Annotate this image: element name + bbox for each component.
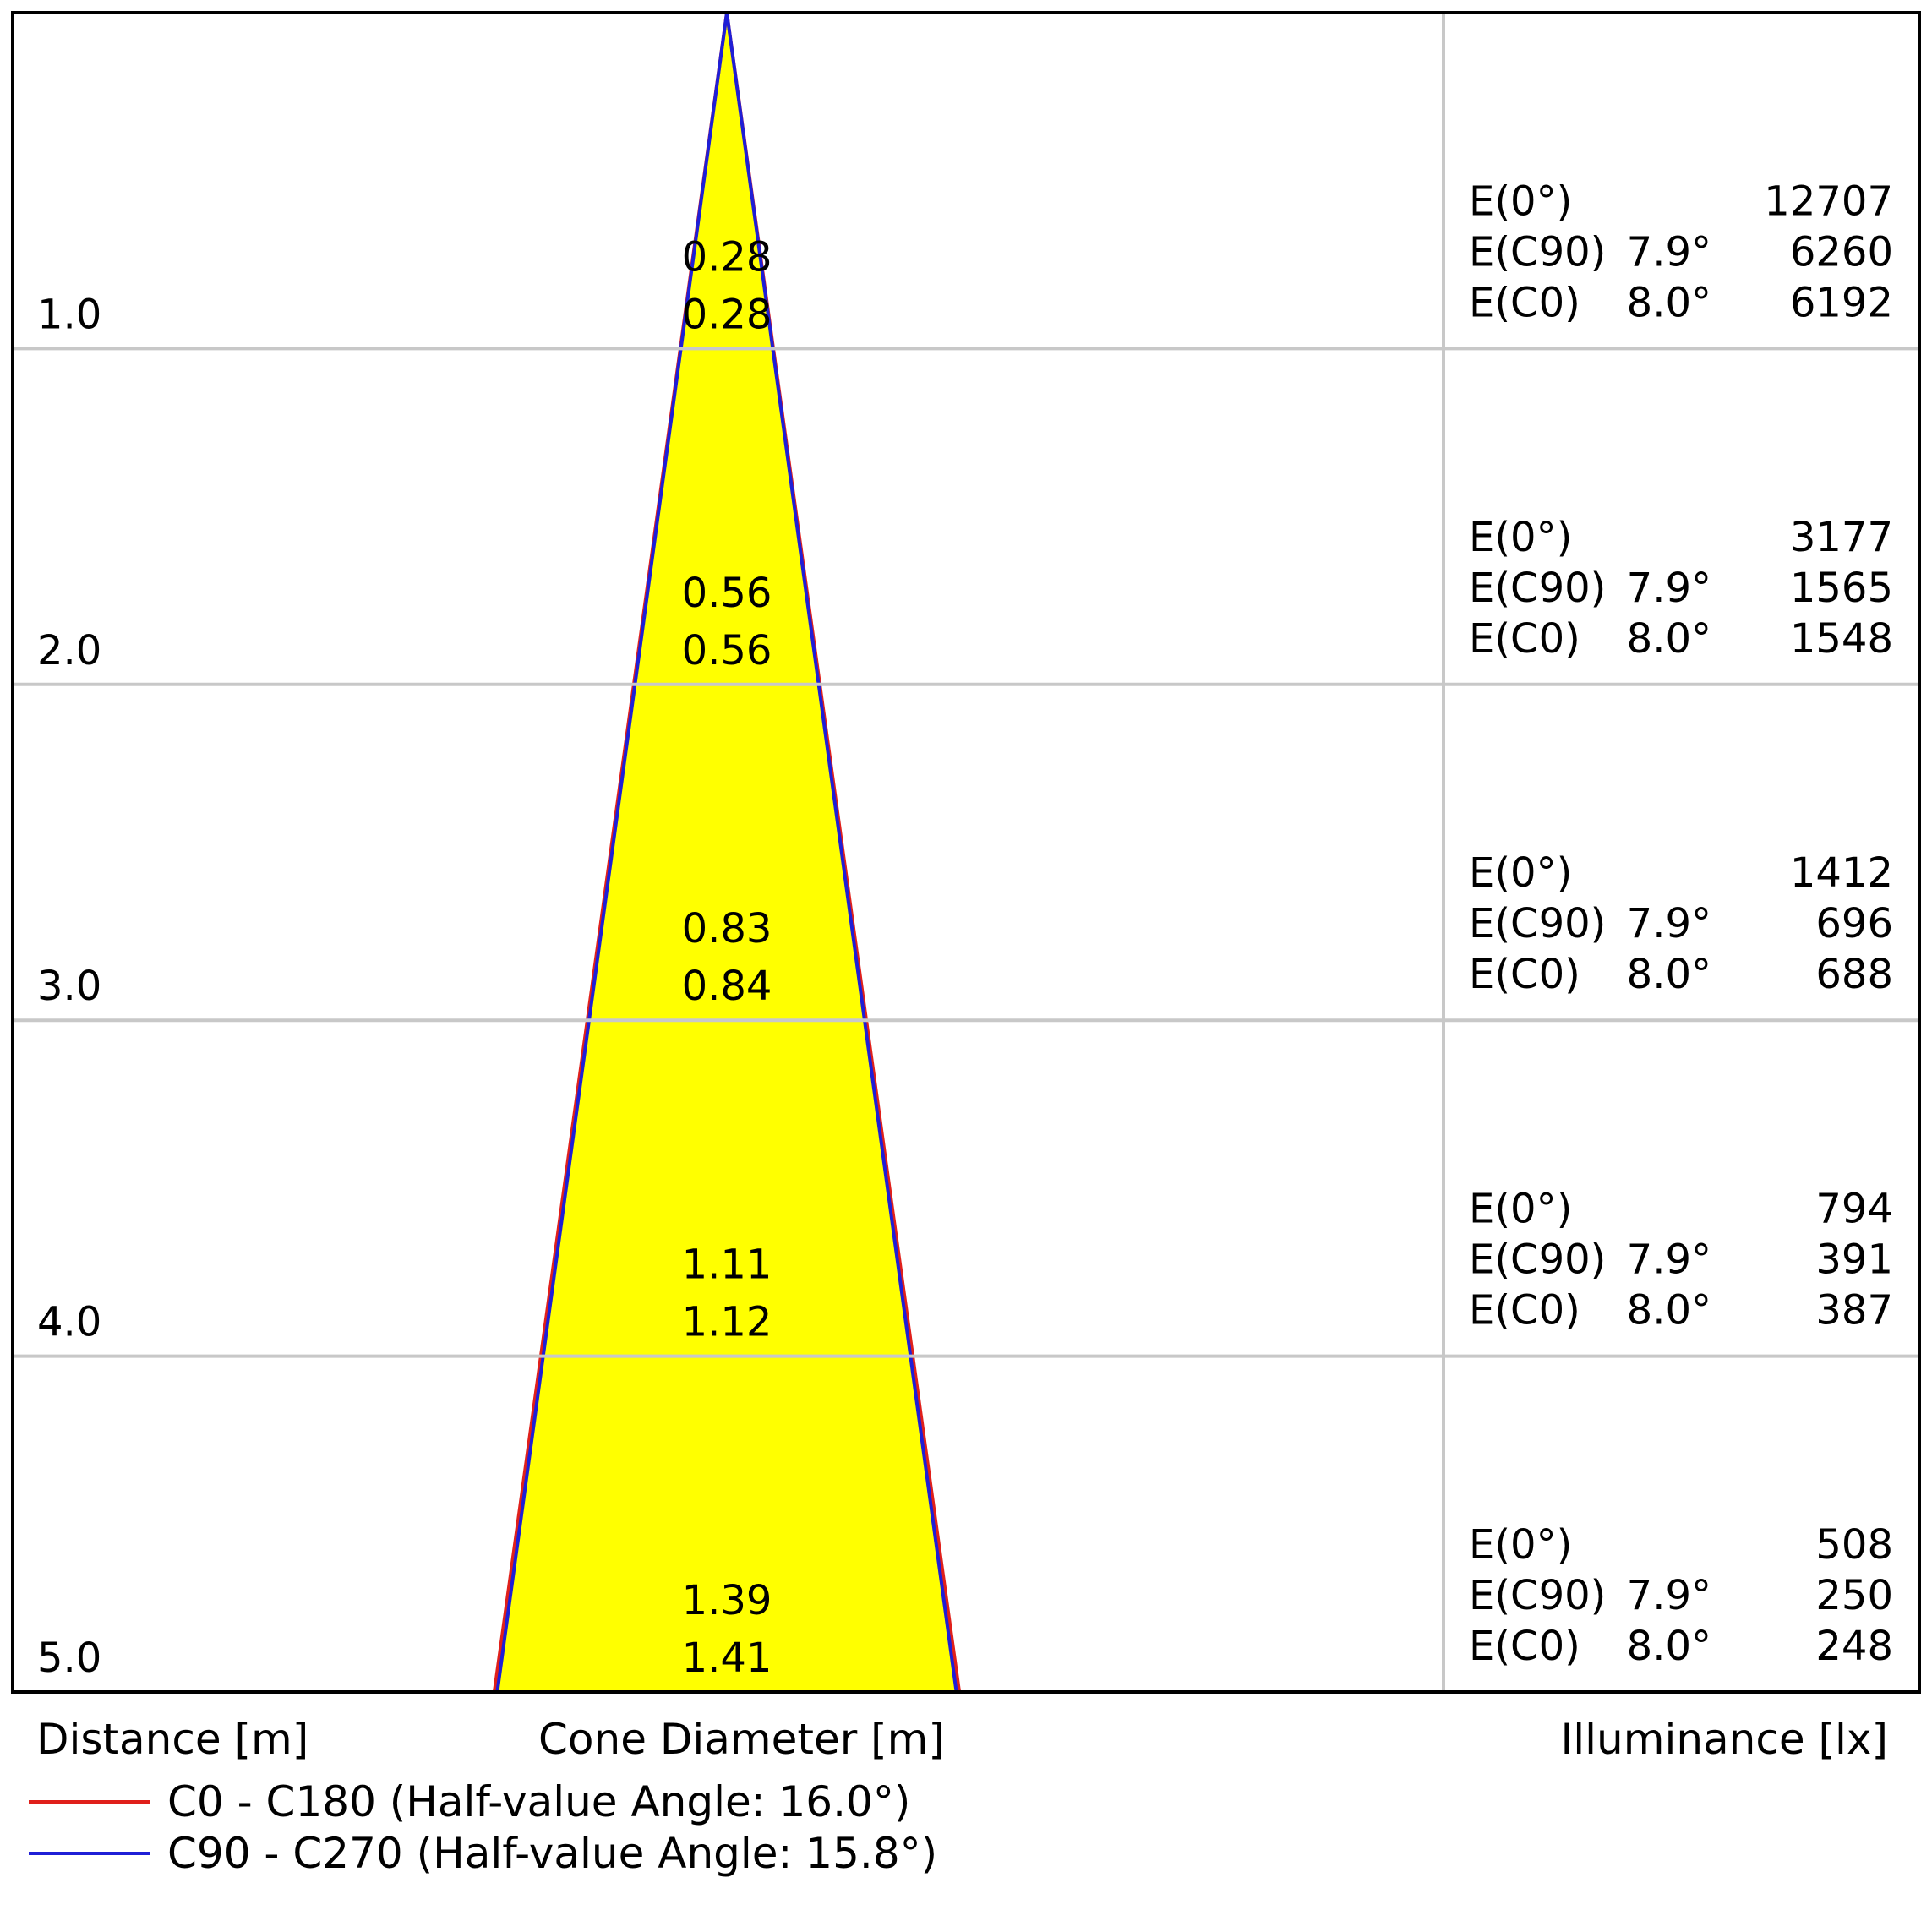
- cone-edge-left-c90: [495, 12, 729, 1693]
- ec0-value-3: 688: [1815, 951, 1893, 998]
- ec90-angle-1: 7.9°: [1627, 228, 1711, 276]
- cone-fill: [494, 13, 960, 1692]
- ec0-angle-3: 8.0°: [1627, 951, 1711, 998]
- ec90-value-5: 250: [1815, 1572, 1893, 1619]
- diameter-c90-1: 0.28: [682, 233, 772, 281]
- ec90-angle-4: 7.9°: [1627, 1236, 1711, 1284]
- ec90-label-1: E(C90): [1469, 228, 1606, 276]
- distance-label-5: 5.0: [37, 1635, 101, 1682]
- ec90-value-1: 6260: [1790, 228, 1893, 276]
- distance-label-2: 2.0: [37, 627, 101, 674]
- ec90-value-2: 1565: [1790, 565, 1893, 612]
- legend-label-c90: C90 - C270 (Half-value Angle: 15.8°): [167, 1829, 938, 1878]
- cone-diameter-label: Cone Diameter [m]: [538, 1715, 945, 1764]
- e0-label-2: E(0°): [1469, 514, 1572, 561]
- cone-edge-right-c90: [725, 12, 958, 1693]
- ec0-value-5: 248: [1815, 1623, 1893, 1670]
- legend-swatch-c0: [29, 1800, 150, 1804]
- ec0-value-4: 387: [1815, 1287, 1893, 1334]
- e0-value-2: 3177: [1790, 514, 1893, 561]
- ec0-angle-5: 8.0°: [1627, 1623, 1711, 1670]
- ec0-label-4: E(C0): [1469, 1287, 1580, 1334]
- diameter-c90-3: 0.83: [682, 905, 772, 952]
- distance-label-1: 1.0: [37, 291, 101, 338]
- ec0-label-3: E(C0): [1469, 951, 1580, 998]
- ec0-angle-4: 8.0°: [1627, 1287, 1711, 1334]
- diameter-c0-3: 0.84: [682, 963, 772, 1010]
- ec0-label-5: E(C0): [1469, 1623, 1580, 1670]
- diameter-c90-5: 1.39: [682, 1577, 772, 1624]
- ec90-value-4: 391: [1815, 1236, 1893, 1284]
- e0-value-3: 1412: [1790, 849, 1893, 897]
- distance-label-4: 4.0: [37, 1299, 101, 1346]
- e0-label-3: E(0°): [1469, 849, 1572, 897]
- e0-label-5: E(0°): [1469, 1521, 1572, 1569]
- diameter-c0-5: 1.41: [682, 1635, 772, 1682]
- ec90-angle-3: 7.9°: [1627, 900, 1711, 947]
- ec90-value-3: 696: [1815, 900, 1893, 947]
- ec0-angle-2: 8.0°: [1627, 615, 1711, 663]
- ec0-value-2: 1548: [1790, 615, 1893, 663]
- diameter-c90-2: 0.56: [682, 570, 772, 617]
- plot-frame: [11, 11, 1921, 1694]
- e0-value-1: 12707: [1764, 177, 1893, 225]
- ec90-label-3: E(C90): [1469, 900, 1606, 947]
- illuminance-label: Illuminance [lx]: [1560, 1715, 1888, 1764]
- ec90-label-5: E(C90): [1469, 1572, 1606, 1619]
- legend-item-c90: C90 - C270 (Half-value Angle: 15.8°): [29, 1832, 937, 1875]
- e0-label-1: E(0°): [1469, 177, 1572, 225]
- e0-value-4: 794: [1815, 1186, 1893, 1233]
- distance-label-3: 3.0: [37, 963, 101, 1010]
- ec0-label-1: E(C0): [1469, 279, 1580, 326]
- diameter-c0-1: 0.28: [682, 291, 772, 338]
- legend-item-c0: C0 - C180 (Half-value Angle: 16.0°): [29, 1781, 910, 1823]
- ec0-label-2: E(C0): [1469, 615, 1580, 663]
- ec90-label-4: E(C90): [1469, 1236, 1606, 1284]
- diameter-c90-4: 1.11: [682, 1242, 772, 1289]
- e0-label-4: E(0°): [1469, 1186, 1572, 1233]
- ec90-angle-2: 7.9°: [1627, 565, 1711, 612]
- legend-swatch-c90: [29, 1852, 150, 1855]
- legend-label-c0: C0 - C180 (Half-value Angle: 16.0°): [167, 1777, 911, 1826]
- ec0-value-1: 6192: [1790, 279, 1893, 326]
- e0-value-5: 508: [1815, 1521, 1893, 1569]
- diameter-c0-2: 0.56: [682, 627, 772, 674]
- diameter-c0-4: 1.12: [682, 1299, 772, 1346]
- x-axis-label: Distance [m]: [36, 1715, 309, 1764]
- ec90-label-2: E(C90): [1469, 565, 1606, 612]
- ec90-angle-5: 7.9°: [1627, 1572, 1711, 1619]
- ec0-angle-1: 8.0°: [1627, 279, 1711, 326]
